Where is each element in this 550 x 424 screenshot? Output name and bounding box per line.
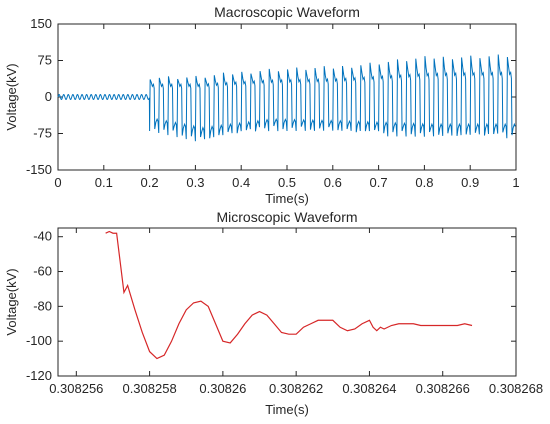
microscopic-y-label: Voltage(kV) [4,268,19,335]
microscopic-x-tick-label: 0.308258 [122,381,176,396]
microscopic-y-tick-label: -120 [26,368,52,383]
macroscopic-y-tick-label: -150 [26,162,52,177]
microscopic-series-line [105,230,473,360]
macroscopic-x-tick-label: 1 [512,175,519,190]
microscopic-x-tick-label: 0.308262 [269,381,323,396]
macroscopic-series-line [57,54,516,142]
macroscopic-x-tick-label: 0.8 [415,175,433,190]
microscopic-y-ticks: -120 -100 -80 -60 -40 [26,229,516,383]
microscopic-plot-area [57,227,517,377]
macroscopic-x-tick-label: 0.7 [370,175,388,190]
microscopic-y-tick-label: -60 [33,264,52,279]
microscopic-panel: -120-100-80-60-40 0.308256 0.308258 0.3082… [4,209,543,417]
macroscopic-y-tick-label: 75 [38,53,52,68]
microscopic-x-tick-label: 0.308266 [416,381,470,396]
macroscopic-x-tick-label: 0.9 [461,175,479,190]
microscopic-y-tick-label: -40 [33,229,52,244]
microscopic-y-tick-label: -100 [26,333,52,348]
microscopic-x-ticks: 0.308256 0.308258 0.30826 0.308262 0.308264 0… [49,228,543,396]
macroscopic-y-tick-label: -75 [33,126,52,141]
macroscopic-x-tick-label: 0.4 [232,175,250,190]
macroscopic-x-tick-label: 0.2 [141,175,159,190]
macroscopic-x-ticks: 0 0.1 0.2 0.3 0.4 0.5 0.6 0.7 0.8 0.9 1 [54,24,520,190]
macroscopic-x-tick-label: 0.5 [278,175,296,190]
microscopic-x-label: Time(s) [265,402,309,417]
microscopic-x-tick-label: 0.308264 [342,381,396,396]
microscopic-y-tick-label: -80 [33,298,52,313]
macroscopic-x-tick-label: 0.1 [95,175,113,190]
microscopic-title: Microscopic Waveform [216,209,357,225]
macroscopic-x-tick-label: 0.3 [186,175,204,190]
microscopic-x-tick-label: 0.308268 [489,381,543,396]
macroscopic-y-label: Voltage(kV) [4,63,19,130]
macroscopic-x-tick-label: 0.6 [324,175,342,190]
macroscopic-title: Macroscopic Waveform [214,4,360,20]
microscopic-x-tick-label: 0.30826 [199,381,246,396]
macroscopic-x-tick-label: 0 [54,175,61,190]
macroscopic-y-tick-label: 0 [45,89,52,104]
microscopic-x-tick-label: 0.308256 [49,381,103,396]
macroscopic-y-tick-label: 150 [30,16,52,31]
macroscopic-x-label: Time(s) [265,191,309,206]
